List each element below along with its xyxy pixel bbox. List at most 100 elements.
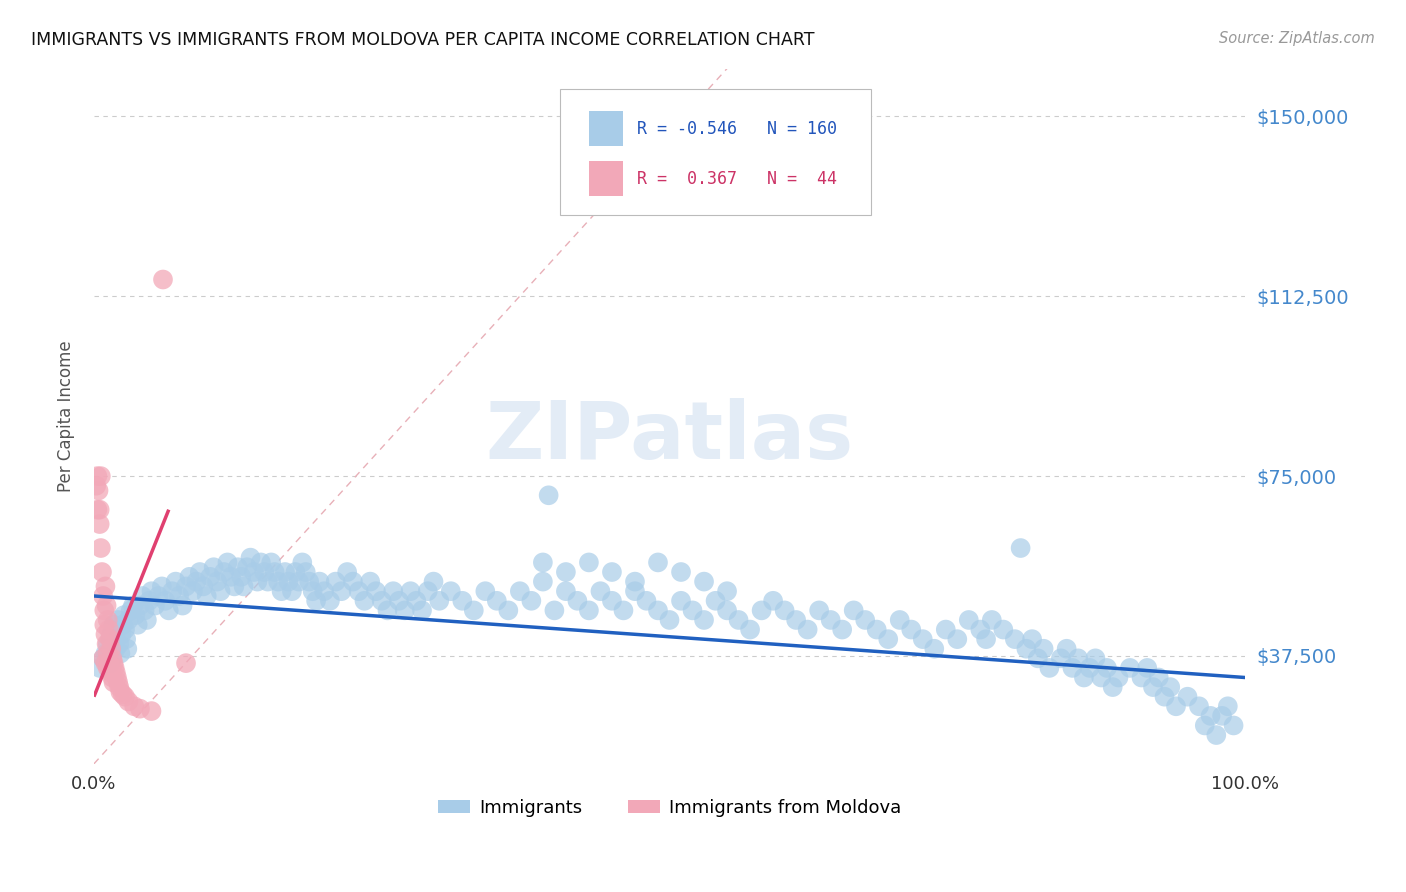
- Point: [693, 613, 716, 627]
- Point: [669, 594, 692, 608]
- Point: [94, 656, 117, 670]
- Point: [900, 623, 922, 637]
- Point: [1021, 632, 1043, 647]
- Point: [1095, 661, 1118, 675]
- Text: Source: ZipAtlas.com: Source: ZipAtlas.com: [1219, 31, 1375, 46]
- Point: [117, 694, 139, 708]
- FancyBboxPatch shape: [560, 89, 870, 215]
- Point: [877, 632, 900, 647]
- Point: [193, 579, 215, 593]
- Point: [138, 594, 160, 608]
- Point: [160, 584, 183, 599]
- Point: [922, 641, 945, 656]
- Point: [91, 651, 114, 665]
- Point: [239, 550, 262, 565]
- Point: [842, 603, 865, 617]
- Point: [104, 661, 127, 675]
- Point: [226, 560, 249, 574]
- Point: [567, 594, 589, 608]
- Point: [1004, 632, 1026, 647]
- Point: [578, 556, 600, 570]
- Point: [93, 603, 115, 617]
- Point: [935, 623, 957, 637]
- Point: [260, 556, 283, 570]
- Point: [820, 613, 842, 627]
- Point: [205, 574, 228, 589]
- Point: [1199, 709, 1222, 723]
- Point: [520, 594, 543, 608]
- Point: [143, 599, 166, 613]
- Bar: [589, 111, 623, 146]
- Point: [388, 594, 411, 608]
- Point: [101, 671, 124, 685]
- Point: [94, 627, 117, 641]
- Point: [212, 565, 235, 579]
- Point: [969, 623, 991, 637]
- Point: [250, 556, 273, 570]
- Point: [89, 517, 111, 532]
- Point: [98, 632, 121, 647]
- Point: [97, 613, 120, 627]
- Point: [209, 584, 232, 599]
- Point: [537, 488, 560, 502]
- Point: [762, 594, 785, 608]
- Point: [1056, 641, 1078, 656]
- Point: [1107, 671, 1129, 685]
- Point: [256, 574, 278, 589]
- Point: [103, 675, 125, 690]
- Point: [1032, 641, 1054, 656]
- Point: [359, 574, 381, 589]
- Point: [89, 661, 111, 675]
- Text: R = -0.546   N = 160: R = -0.546 N = 160: [637, 120, 838, 137]
- Point: [120, 603, 142, 617]
- Point: [195, 589, 218, 603]
- Point: [298, 574, 321, 589]
- Point: [105, 623, 128, 637]
- Point: [330, 584, 353, 599]
- Point: [578, 603, 600, 617]
- Point: [1050, 651, 1073, 665]
- Point: [94, 579, 117, 593]
- Point: [186, 574, 208, 589]
- Point: [1177, 690, 1199, 704]
- Point: [284, 565, 307, 579]
- Point: [277, 574, 299, 589]
- Point: [131, 589, 153, 603]
- Point: [91, 589, 114, 603]
- Point: [485, 594, 508, 608]
- Point: [291, 556, 314, 570]
- Point: [1026, 651, 1049, 665]
- Point: [1015, 641, 1038, 656]
- Point: [911, 632, 934, 647]
- Point: [405, 594, 427, 608]
- Point: [253, 565, 276, 579]
- Point: [103, 617, 125, 632]
- Point: [808, 603, 831, 617]
- Point: [1101, 680, 1123, 694]
- Point: [364, 584, 387, 599]
- Point: [232, 579, 254, 593]
- Point: [97, 623, 120, 637]
- Point: [1130, 671, 1153, 685]
- Point: [174, 579, 197, 593]
- Point: [179, 570, 201, 584]
- Point: [86, 469, 108, 483]
- Point: [93, 617, 115, 632]
- Point: [98, 661, 121, 675]
- Point: [1142, 680, 1164, 694]
- Point: [107, 613, 129, 627]
- Point: [103, 656, 125, 670]
- Point: [100, 665, 122, 680]
- Point: [217, 556, 239, 570]
- Point: [219, 570, 242, 584]
- Point: [111, 687, 134, 701]
- Point: [1188, 699, 1211, 714]
- Point: [957, 613, 980, 627]
- Point: [377, 603, 399, 617]
- Point: [202, 560, 225, 574]
- Point: [274, 565, 297, 579]
- Point: [224, 579, 246, 593]
- Point: [993, 623, 1015, 637]
- Point: [124, 608, 146, 623]
- Point: [188, 565, 211, 579]
